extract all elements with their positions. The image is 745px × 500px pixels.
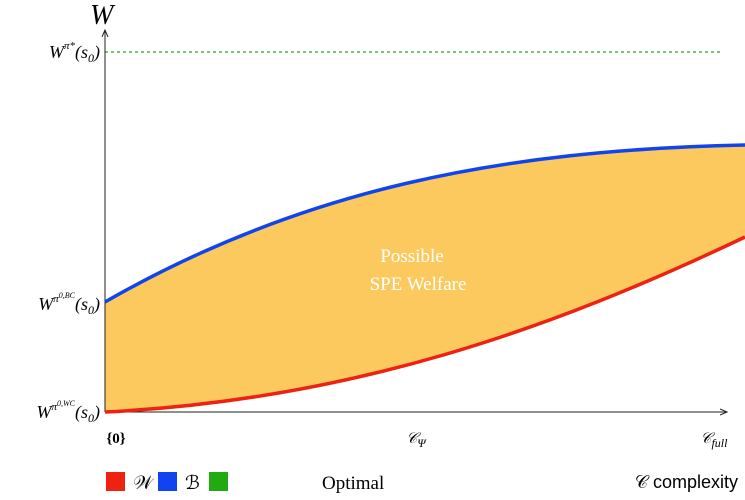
legend-label: 𝒲 (133, 473, 155, 494)
legend-swatch (106, 472, 125, 491)
welfare-region (105, 145, 745, 412)
lower-bound-curve (104, 235, 745, 414)
region-label: SPE Welfare (370, 274, 467, 295)
x-tick-label: 𝒞Ψ (406, 431, 427, 450)
x-tick-label: 𝒞full (701, 431, 729, 450)
y-tick-label: Wπ*(s0) (49, 40, 100, 65)
legend: 𝒲 ℬ Optimal (106, 472, 384, 494)
legend-swatch (209, 472, 228, 491)
legend-label: ℬ (185, 473, 200, 494)
x-tick-label: {0} (106, 431, 125, 447)
x-axis-label: 𝒞 complexity (635, 472, 738, 492)
upper-bound-curve (104, 143, 745, 304)
legend-swatch (158, 472, 177, 491)
y-tick-label: Wπ0,BC(s0) (38, 291, 100, 317)
legend-label: Optimal (322, 473, 384, 494)
region-label: Possible (380, 246, 443, 267)
y-tick-label: Wπ0,WC(s0) (36, 399, 100, 425)
y-axis-label: W (90, 0, 116, 31)
